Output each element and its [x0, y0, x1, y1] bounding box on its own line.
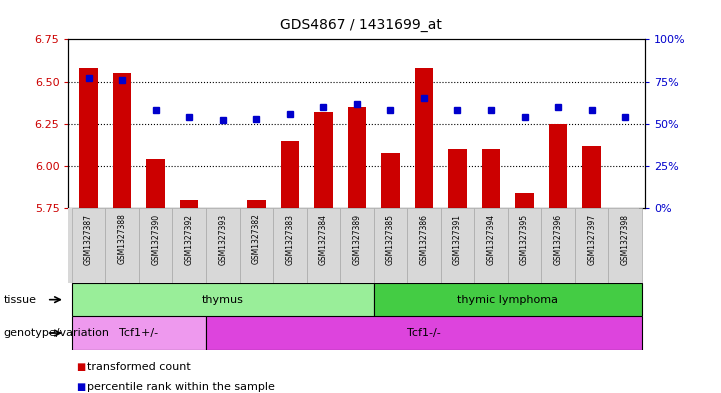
- Bar: [72, 208, 105, 283]
- Text: GSM1327397: GSM1327397: [587, 213, 596, 264]
- Text: genotype/variation: genotype/variation: [4, 328, 110, 338]
- Text: ■: ■: [76, 362, 85, 373]
- Text: thymus: thymus: [202, 295, 244, 305]
- Text: tissue: tissue: [4, 295, 37, 305]
- Text: GSM1327383: GSM1327383: [286, 213, 294, 264]
- Text: percentile rank within the sample: percentile rank within the sample: [87, 382, 275, 392]
- Bar: [239, 208, 273, 283]
- Bar: [314, 112, 332, 208]
- Text: GDS4867 / 1431699_at: GDS4867 / 1431699_at: [280, 18, 441, 32]
- Text: ■: ■: [76, 382, 85, 392]
- Bar: [516, 193, 534, 208]
- Bar: [146, 159, 165, 208]
- Text: GSM1327385: GSM1327385: [386, 213, 395, 264]
- Bar: [373, 283, 642, 316]
- Bar: [206, 316, 642, 350]
- Text: GSM1327386: GSM1327386: [420, 213, 428, 264]
- Text: GSM1327392: GSM1327392: [185, 213, 194, 264]
- Bar: [609, 208, 642, 283]
- Bar: [79, 68, 98, 208]
- Bar: [348, 107, 366, 208]
- Bar: [247, 200, 265, 208]
- Bar: [306, 208, 340, 283]
- Text: GSM1327398: GSM1327398: [621, 213, 629, 264]
- Bar: [474, 208, 508, 283]
- Bar: [180, 200, 198, 208]
- Bar: [575, 208, 609, 283]
- Bar: [273, 208, 306, 283]
- Bar: [172, 208, 206, 283]
- Bar: [72, 316, 206, 350]
- Bar: [407, 208, 441, 283]
- Text: GSM1327391: GSM1327391: [453, 213, 462, 264]
- Text: Tcf1-/-: Tcf1-/-: [407, 328, 441, 338]
- Text: GSM1327396: GSM1327396: [554, 213, 562, 264]
- Text: GSM1327382: GSM1327382: [252, 213, 261, 264]
- Bar: [340, 208, 373, 283]
- Bar: [508, 208, 541, 283]
- Bar: [381, 152, 399, 208]
- Bar: [139, 208, 172, 283]
- Bar: [583, 146, 601, 208]
- Bar: [113, 73, 131, 208]
- Bar: [206, 208, 239, 283]
- Text: transformed count: transformed count: [87, 362, 190, 373]
- Text: GSM1327389: GSM1327389: [353, 213, 361, 264]
- Bar: [541, 208, 575, 283]
- Text: GSM1327394: GSM1327394: [487, 213, 495, 264]
- Text: GSM1327388: GSM1327388: [118, 213, 127, 264]
- Bar: [482, 149, 500, 208]
- Bar: [105, 208, 139, 283]
- Bar: [280, 141, 299, 208]
- Bar: [448, 149, 466, 208]
- Text: GSM1327387: GSM1327387: [84, 213, 93, 264]
- Text: GSM1327384: GSM1327384: [319, 213, 328, 264]
- Text: thymic lymphoma: thymic lymphoma: [457, 295, 558, 305]
- Text: GSM1327390: GSM1327390: [151, 213, 160, 264]
- Bar: [415, 68, 433, 208]
- Bar: [549, 124, 567, 208]
- Bar: [72, 283, 373, 316]
- Text: Tcf1+/-: Tcf1+/-: [120, 328, 159, 338]
- Bar: [373, 208, 407, 283]
- Text: GSM1327395: GSM1327395: [520, 213, 529, 264]
- Bar: [441, 208, 474, 283]
- Text: GSM1327393: GSM1327393: [218, 213, 227, 264]
